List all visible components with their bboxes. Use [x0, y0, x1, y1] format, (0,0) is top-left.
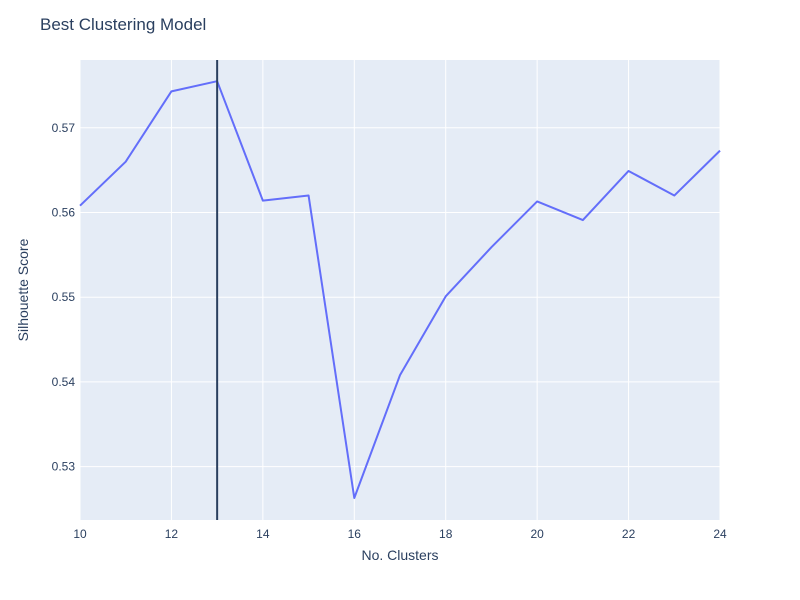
- series-line: [79, 80, 721, 499]
- x-tick-label: 12: [165, 527, 179, 541]
- grid-lines: [79, 60, 721, 520]
- x-tick-label: 24: [713, 527, 727, 541]
- y-tick-label: 0.56: [52, 205, 76, 219]
- x-tick-label: 10: [73, 527, 87, 541]
- y-tick-label: 0.53: [52, 460, 76, 474]
- x-axis-title: No. Clusters: [361, 547, 438, 563]
- y-tick-label: 0.54: [52, 375, 76, 389]
- y-tick-label: 0.55: [52, 290, 76, 304]
- y-tick-label: 0.57: [52, 121, 76, 135]
- x-tick-label: 18: [439, 527, 453, 541]
- y-axis-ticks: 0.53 0.54 0.55 0.56 0.57: [52, 121, 76, 474]
- y-axis-title: Silhouette Score: [15, 238, 31, 341]
- x-tick-label: 20: [530, 527, 544, 541]
- x-tick-label: 22: [622, 527, 636, 541]
- x-tick-label: 16: [348, 527, 362, 541]
- chart-title: Best Clustering Model: [40, 15, 206, 34]
- series-layer: [79, 80, 721, 499]
- x-axis-ticks: 10 12 14 16 18 20 22 24: [73, 527, 727, 541]
- plot-area: [80, 60, 720, 520]
- x-tick-label: 14: [256, 527, 270, 541]
